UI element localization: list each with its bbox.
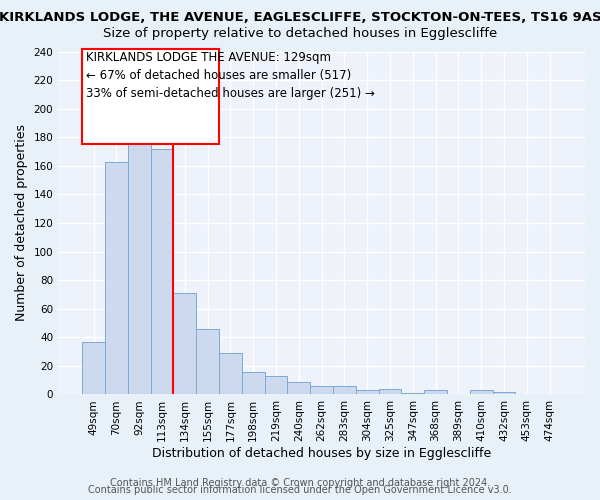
Bar: [493, 392, 515, 394]
Bar: [105, 162, 128, 394]
X-axis label: Distribution of detached houses by size in Egglescliffe: Distribution of detached houses by size …: [152, 447, 491, 460]
Bar: [151, 148, 173, 394]
Text: Contains public sector information licensed under the Open Government Licence v3: Contains public sector information licen…: [88, 485, 512, 495]
Bar: [82, 342, 105, 394]
Bar: [196, 328, 219, 394]
Bar: [424, 390, 447, 394]
Bar: [401, 393, 424, 394]
Bar: [310, 386, 333, 394]
Bar: [82, 48, 219, 144]
Bar: [265, 376, 287, 394]
Bar: [470, 390, 493, 394]
Bar: [173, 293, 196, 394]
Text: Size of property relative to detached houses in Egglescliffe: Size of property relative to detached ho…: [103, 28, 497, 40]
Text: KIRKLANDS LODGE, THE AVENUE, EAGLESCLIFFE, STOCKTON-ON-TEES, TS16 9AS: KIRKLANDS LODGE, THE AVENUE, EAGLESCLIFF…: [0, 11, 600, 24]
Text: Contains HM Land Registry data © Crown copyright and database right 2024.: Contains HM Land Registry data © Crown c…: [110, 478, 490, 488]
Bar: [219, 353, 242, 395]
Bar: [333, 386, 356, 394]
Text: KIRKLANDS LODGE THE AVENUE: 129sqm
← 67% of detached houses are smaller (517)
33: KIRKLANDS LODGE THE AVENUE: 129sqm ← 67%…: [86, 52, 374, 100]
Y-axis label: Number of detached properties: Number of detached properties: [15, 124, 28, 322]
Bar: [379, 388, 401, 394]
Bar: [356, 390, 379, 394]
Bar: [242, 372, 265, 394]
Bar: [287, 382, 310, 394]
Bar: [128, 122, 151, 394]
